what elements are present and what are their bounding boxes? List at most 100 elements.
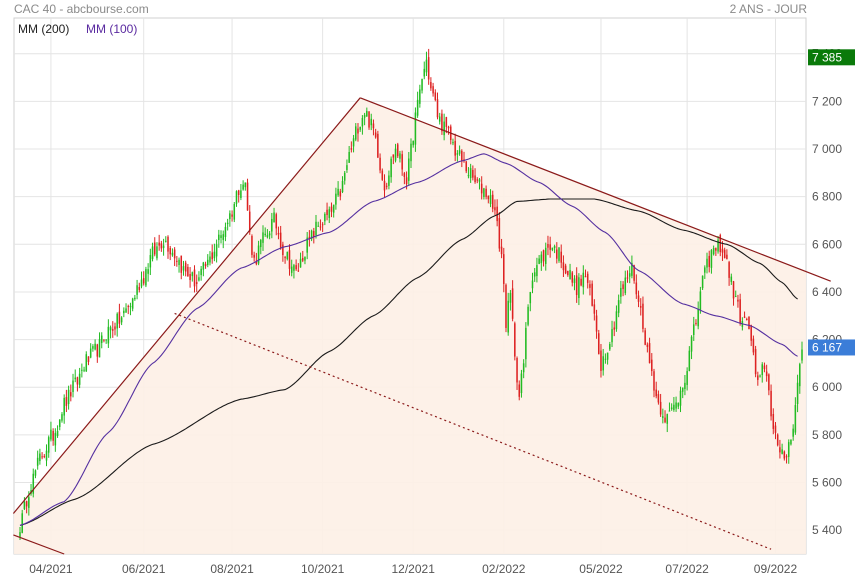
candle-body	[423, 68, 426, 77]
candle-body	[324, 213, 326, 222]
candle-body	[244, 182, 247, 188]
candle-body	[478, 179, 481, 182]
candle-body	[443, 121, 445, 136]
candle-body	[487, 195, 490, 200]
candle-body	[675, 402, 677, 409]
candle-body	[85, 354, 88, 372]
candle-body	[774, 425, 777, 433]
candle-body	[116, 313, 118, 329]
candle-body	[708, 255, 710, 267]
chart-title: CAC 40 - abcbourse.com	[14, 2, 149, 16]
candle-body	[229, 213, 231, 220]
candle-body	[531, 280, 534, 289]
candle-body	[288, 250, 291, 269]
candle-body	[390, 158, 392, 178]
candle-body	[374, 132, 377, 138]
candle-body	[801, 349, 803, 361]
candle-body	[189, 274, 191, 281]
candle-body	[76, 377, 79, 385]
candle-body	[231, 214, 233, 217]
candle-body	[496, 206, 498, 222]
candle-body	[405, 177, 408, 185]
candle-body	[350, 148, 353, 150]
candle-body	[131, 298, 134, 309]
candle-body	[781, 449, 783, 454]
candle-body	[149, 255, 152, 268]
candle-body	[211, 252, 213, 260]
candle-body	[768, 374, 770, 391]
candle-body	[489, 195, 492, 204]
candle-body	[710, 250, 713, 268]
candle-body	[697, 309, 699, 327]
candle-body	[458, 150, 461, 154]
candle-body	[498, 218, 501, 249]
candle-body	[503, 254, 505, 284]
candle-body	[129, 305, 132, 308]
candle-body	[776, 434, 779, 446]
candle-body	[628, 273, 631, 277]
candle-body	[213, 251, 216, 259]
candle-body	[204, 263, 207, 267]
x-tick-label: 09/2022	[754, 562, 798, 576]
candle-body	[191, 272, 194, 277]
candle-body	[432, 86, 434, 94]
candle-body	[58, 419, 61, 427]
candle-body	[562, 262, 565, 271]
candle-body	[335, 193, 337, 205]
candle-body	[452, 142, 454, 144]
candle-body	[215, 244, 218, 257]
candle-body	[268, 233, 271, 236]
price-label-text: 7 385	[812, 50, 842, 64]
candle-body	[94, 343, 96, 350]
candle-body	[220, 235, 222, 238]
x-tick-label: 04/2021	[29, 562, 73, 576]
candle-body	[664, 417, 666, 423]
x-tick-label: 12/2021	[392, 562, 436, 576]
candle-body	[633, 265, 635, 281]
candle-body	[248, 211, 251, 232]
candle-body	[182, 266, 185, 271]
candle-body	[595, 315, 598, 332]
candle-body	[151, 246, 154, 259]
candle-body	[321, 224, 324, 226]
candle-body	[518, 384, 521, 397]
candle-body	[569, 270, 571, 280]
candle-body	[542, 250, 545, 262]
candle-body	[494, 207, 496, 211]
candle-body	[337, 188, 339, 196]
candle-body	[686, 371, 688, 385]
candle-body	[295, 265, 297, 270]
candle-body	[507, 300, 509, 333]
candle-body	[706, 258, 708, 268]
candle-body	[74, 377, 76, 380]
candle-body	[597, 333, 600, 355]
candle-body	[604, 358, 607, 360]
candle-body	[734, 296, 737, 298]
candle-body	[23, 501, 26, 510]
candle-body	[509, 293, 512, 303]
candle-body	[299, 258, 302, 268]
candle-body	[670, 407, 673, 410]
candle-body	[240, 190, 242, 198]
candle-body	[787, 442, 790, 457]
candle-body	[692, 324, 695, 335]
candle-body	[540, 254, 543, 264]
candle-body	[184, 262, 187, 272]
candle-body	[359, 127, 361, 130]
candle-body	[785, 456, 788, 458]
trendline-upper-left	[12, 97, 361, 514]
candle-body	[699, 291, 702, 310]
candle-body	[370, 118, 373, 126]
candle-body	[799, 364, 801, 387]
candle-body	[198, 277, 200, 281]
candle-body	[343, 172, 346, 181]
candle-body	[352, 138, 355, 147]
candle-body	[447, 126, 450, 129]
candle-body	[646, 344, 649, 347]
candle-body	[32, 473, 35, 494]
candle-body	[180, 255, 183, 273]
candle-body	[726, 254, 728, 259]
candle-body	[341, 180, 344, 192]
